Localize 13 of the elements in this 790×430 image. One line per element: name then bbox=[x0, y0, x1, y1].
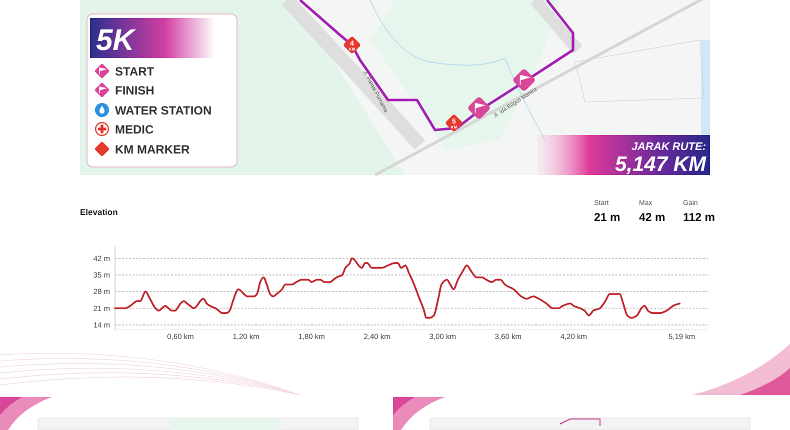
text: JARAK RUTE: bbox=[631, 141, 706, 153]
chart-title: Elevation bbox=[80, 207, 118, 217]
text: MEDIC bbox=[115, 122, 154, 136]
text: 5K bbox=[96, 24, 137, 57]
text: 21 m bbox=[594, 212, 620, 224]
text: START bbox=[115, 64, 155, 78]
line-series bbox=[114, 257, 681, 319]
text: KM MARKER bbox=[115, 142, 190, 156]
text: 42 m bbox=[639, 212, 666, 224]
text: WATER STATION bbox=[115, 104, 212, 118]
text: 5,147 KM bbox=[614, 153, 707, 176]
text: FINISH bbox=[115, 84, 154, 98]
text: 112 m bbox=[683, 212, 715, 224]
